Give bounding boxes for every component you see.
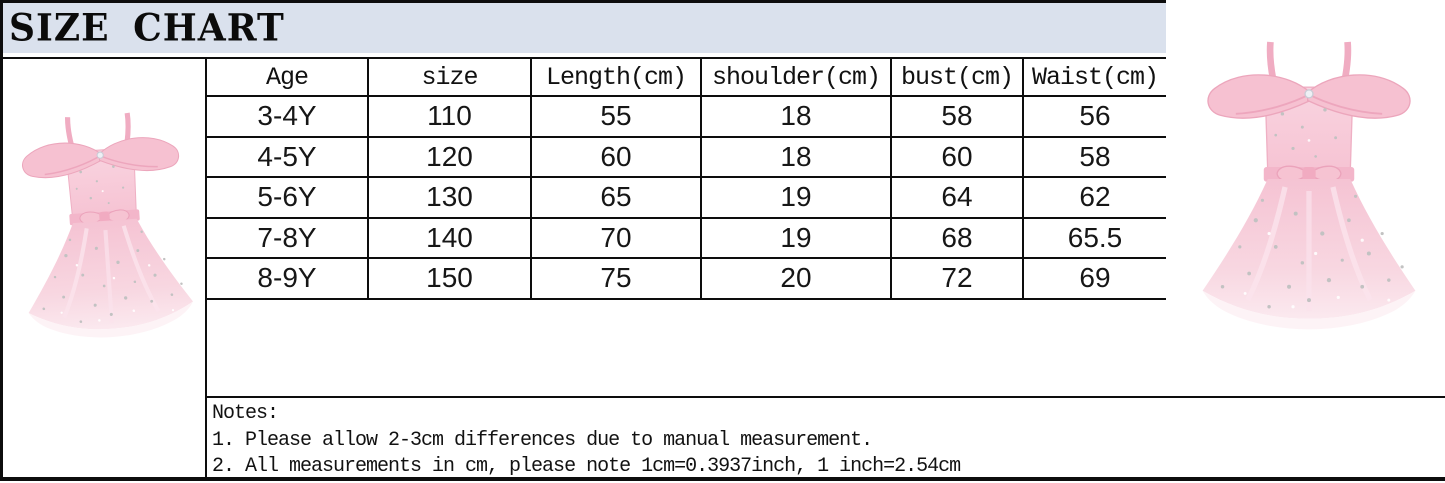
- table-row: 3-4Y 110 55 18 58 56: [205, 95, 1166, 138]
- cell-waist: 62: [1022, 176, 1166, 219]
- column-header-bust: bust(cm): [890, 57, 1024, 97]
- cell-size: 110: [367, 95, 532, 138]
- page-title: SIZE CHART: [9, 6, 285, 50]
- cell-age: 8-9Y: [205, 257, 369, 300]
- left-cell-top-border: [3, 57, 207, 59]
- cell-size: 120: [367, 135, 532, 178]
- cell-bust: 58: [890, 95, 1024, 138]
- column-header-size: size: [367, 57, 532, 97]
- cell-length: 70: [530, 216, 702, 259]
- notes-box: Notes: 1. Please allow 2-3cm differences…: [205, 396, 1445, 478]
- cell-length: 60: [530, 135, 702, 178]
- cell-bust: 64: [890, 176, 1024, 219]
- column-header-length: Length(cm): [530, 57, 702, 97]
- dress-side-image: [0, 101, 216, 347]
- cell-size: 150: [367, 257, 532, 300]
- dress-front-image: [1172, 34, 1445, 332]
- cell-age: 5-6Y: [205, 176, 369, 219]
- cell-shoulder: 18: [700, 135, 892, 178]
- outer-bottom-border: [0, 477, 1445, 481]
- note-line-2: 2. All measurements in cm, please note 1…: [212, 455, 961, 478]
- cell-waist: 69: [1022, 257, 1166, 300]
- cell-age: 4-5Y: [205, 135, 369, 178]
- table-row: 4-5Y 120 60 18 60 58: [205, 135, 1166, 178]
- notes-heading: Notes:: [212, 402, 279, 425]
- column-header-shoulder: shoulder(cm): [700, 57, 892, 97]
- header-row: Age size Length(cm) shoulder(cm) bust(cm…: [205, 57, 1166, 97]
- cell-length: 65: [530, 176, 702, 219]
- cell-bust: 68: [890, 216, 1024, 259]
- table-row: 5-6Y 130 65 19 64 62: [205, 176, 1166, 219]
- cell-shoulder: 18: [700, 95, 892, 138]
- cell-age: 3-4Y: [205, 95, 369, 138]
- cell-waist: 58: [1022, 135, 1166, 178]
- cell-length: 55: [530, 95, 702, 138]
- cell-age: 7-8Y: [205, 216, 369, 259]
- size-table: Age size Length(cm) shoulder(cm) bust(cm…: [205, 57, 1166, 300]
- cell-waist: 65.5: [1022, 216, 1166, 259]
- table-row: 8-9Y 150 75 20 72 69: [205, 257, 1166, 300]
- cell-waist: 56: [1022, 95, 1166, 138]
- cell-length: 75: [530, 257, 702, 300]
- outer-left-border: [0, 2, 3, 480]
- table-row: 7-8Y 140 70 19 68 65.5: [205, 216, 1166, 259]
- cell-size: 130: [367, 176, 532, 219]
- note-line-1: 1. Please allow 2-3cm differences due to…: [212, 428, 873, 452]
- cell-shoulder: 19: [700, 176, 892, 219]
- cell-shoulder: 19: [700, 216, 892, 259]
- cell-bust: 72: [890, 257, 1024, 300]
- cell-size: 140: [367, 216, 532, 259]
- cell-shoulder: 20: [700, 257, 892, 300]
- cell-bust: 60: [890, 135, 1024, 178]
- title-banner: SIZE CHART: [0, 0, 1166, 53]
- column-header-waist: Waist(cm): [1022, 57, 1166, 97]
- column-header-age: Age: [205, 57, 369, 97]
